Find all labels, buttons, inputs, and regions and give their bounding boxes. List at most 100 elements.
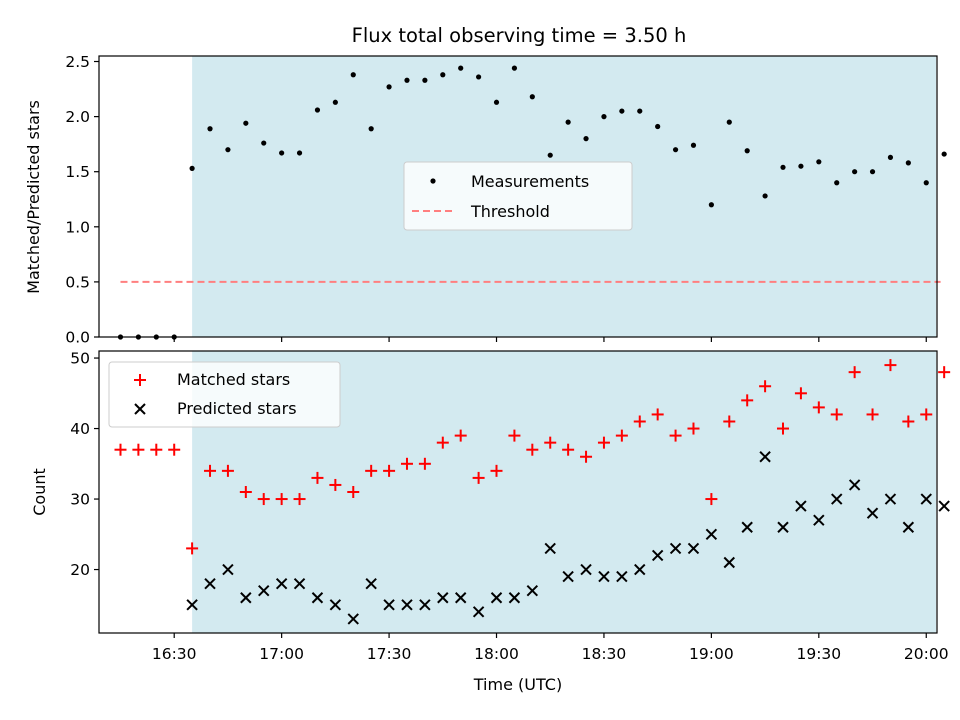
measurement-point bbox=[637, 108, 643, 114]
x-tick-label: 19:00 bbox=[689, 645, 734, 663]
matched-point bbox=[830, 408, 843, 421]
matched-point bbox=[418, 457, 431, 470]
legend-label-measurements: Measurements bbox=[471, 172, 589, 191]
measurement-point bbox=[708, 202, 714, 208]
top-y-tick-label: 0.5 bbox=[65, 273, 90, 291]
measurement-point bbox=[368, 126, 374, 132]
matched-point bbox=[454, 429, 467, 442]
predicted-point bbox=[831, 493, 843, 505]
measurement-point bbox=[547, 152, 553, 158]
measurement-point bbox=[762, 193, 768, 199]
predicted-point bbox=[598, 570, 610, 583]
predicted-point bbox=[222, 563, 234, 576]
predicted-point bbox=[920, 493, 932, 505]
matched-point bbox=[221, 464, 234, 477]
matched-point bbox=[293, 493, 306, 506]
predicted-point bbox=[938, 500, 950, 512]
bottom-legend: Matched stars Predicted stars bbox=[108, 361, 341, 428]
predicted-point bbox=[795, 500, 807, 512]
predicted-point bbox=[508, 592, 521, 604]
matched-point bbox=[490, 464, 503, 477]
predicted-point bbox=[580, 563, 592, 576]
predicted-point bbox=[759, 451, 771, 463]
bottom-panel-frame bbox=[98, 350, 938, 634]
measurement-point bbox=[887, 154, 894, 160]
legend-marker-matched bbox=[134, 374, 146, 386]
matched-point bbox=[651, 408, 664, 421]
predicted-point bbox=[490, 592, 503, 604]
measurement-point bbox=[672, 147, 679, 153]
matched-point bbox=[347, 486, 360, 498]
matched-point bbox=[329, 478, 342, 491]
measurement-point bbox=[869, 169, 876, 175]
measurement-point bbox=[834, 180, 840, 186]
predicted-point bbox=[777, 521, 789, 533]
predicted-point bbox=[866, 507, 879, 519]
measurement-point bbox=[565, 119, 571, 125]
predicted-point bbox=[311, 592, 324, 604]
predicted-point bbox=[634, 563, 646, 576]
predicted-point bbox=[669, 542, 682, 555]
top-y-axis-label: Matched/Predicted stars bbox=[24, 100, 43, 294]
top-y-tick-label: 1.5 bbox=[65, 163, 90, 181]
matched-point bbox=[633, 415, 646, 428]
predicted-point bbox=[723, 556, 735, 569]
measurement-point bbox=[296, 150, 303, 156]
predicted-point bbox=[454, 592, 467, 604]
measurement-point bbox=[404, 77, 410, 83]
matched-point bbox=[705, 493, 718, 506]
measurement-point bbox=[816, 159, 822, 165]
predicted-point bbox=[258, 584, 270, 597]
x-tick-label: 17:00 bbox=[259, 645, 304, 663]
predicted-point bbox=[741, 521, 753, 533]
measurement-point bbox=[189, 165, 195, 171]
matched-point bbox=[150, 443, 163, 456]
predicted-point bbox=[813, 514, 825, 526]
matched-point bbox=[204, 464, 217, 477]
matched-point bbox=[580, 450, 593, 463]
matched-point bbox=[275, 493, 288, 506]
bottom-y-tick-label: 50 bbox=[70, 350, 90, 368]
matched-point bbox=[669, 429, 682, 442]
top-y-tick-label: 2.5 bbox=[65, 53, 90, 71]
measurement-point bbox=[386, 84, 392, 90]
predicted-point bbox=[562, 570, 574, 583]
matched-point bbox=[526, 443, 539, 456]
bottom-y-tick-label: 30 bbox=[70, 491, 90, 509]
matched-point bbox=[365, 464, 378, 477]
measurement-point bbox=[690, 142, 697, 148]
predicted-point bbox=[347, 613, 359, 625]
matched-point bbox=[615, 429, 628, 442]
predicted-point bbox=[544, 542, 556, 555]
top-panel: 0.0 0.5 1.0 1.5 2.0 2.5 Matched/Predicted sta… bbox=[24, 53, 947, 347]
top-legend: Measurements Threshold bbox=[403, 161, 633, 231]
measurement-point bbox=[261, 140, 267, 146]
legend-marker-predicted bbox=[134, 403, 146, 415]
measurement-point bbox=[493, 99, 500, 105]
measurement-point bbox=[458, 65, 464, 71]
predicted-point bbox=[687, 542, 700, 555]
measurement-point bbox=[243, 120, 249, 126]
matched-point bbox=[902, 415, 915, 428]
legend-marker-measurements bbox=[430, 178, 436, 184]
measurement-point bbox=[332, 99, 338, 105]
matched-point bbox=[920, 408, 933, 421]
matched-point bbox=[472, 471, 485, 484]
predicted-point bbox=[186, 599, 198, 611]
bottom-y-tick-label: 20 bbox=[70, 561, 90, 579]
matched-point bbox=[777, 422, 790, 435]
matched-point bbox=[186, 542, 199, 555]
matched-point bbox=[562, 443, 575, 456]
legend-label-predicted: Predicted stars bbox=[177, 399, 297, 418]
matched-point bbox=[759, 380, 772, 393]
measurement-point bbox=[619, 108, 625, 114]
predicted-point bbox=[365, 577, 377, 590]
matched-point bbox=[687, 422, 700, 435]
measurement-point bbox=[583, 136, 589, 142]
top-y-tick-label: 0.0 bbox=[65, 329, 90, 347]
matched-point bbox=[168, 443, 181, 456]
x-tick-label: 18:30 bbox=[582, 645, 627, 663]
measurement-point bbox=[511, 65, 518, 71]
predicted-point bbox=[383, 599, 395, 611]
